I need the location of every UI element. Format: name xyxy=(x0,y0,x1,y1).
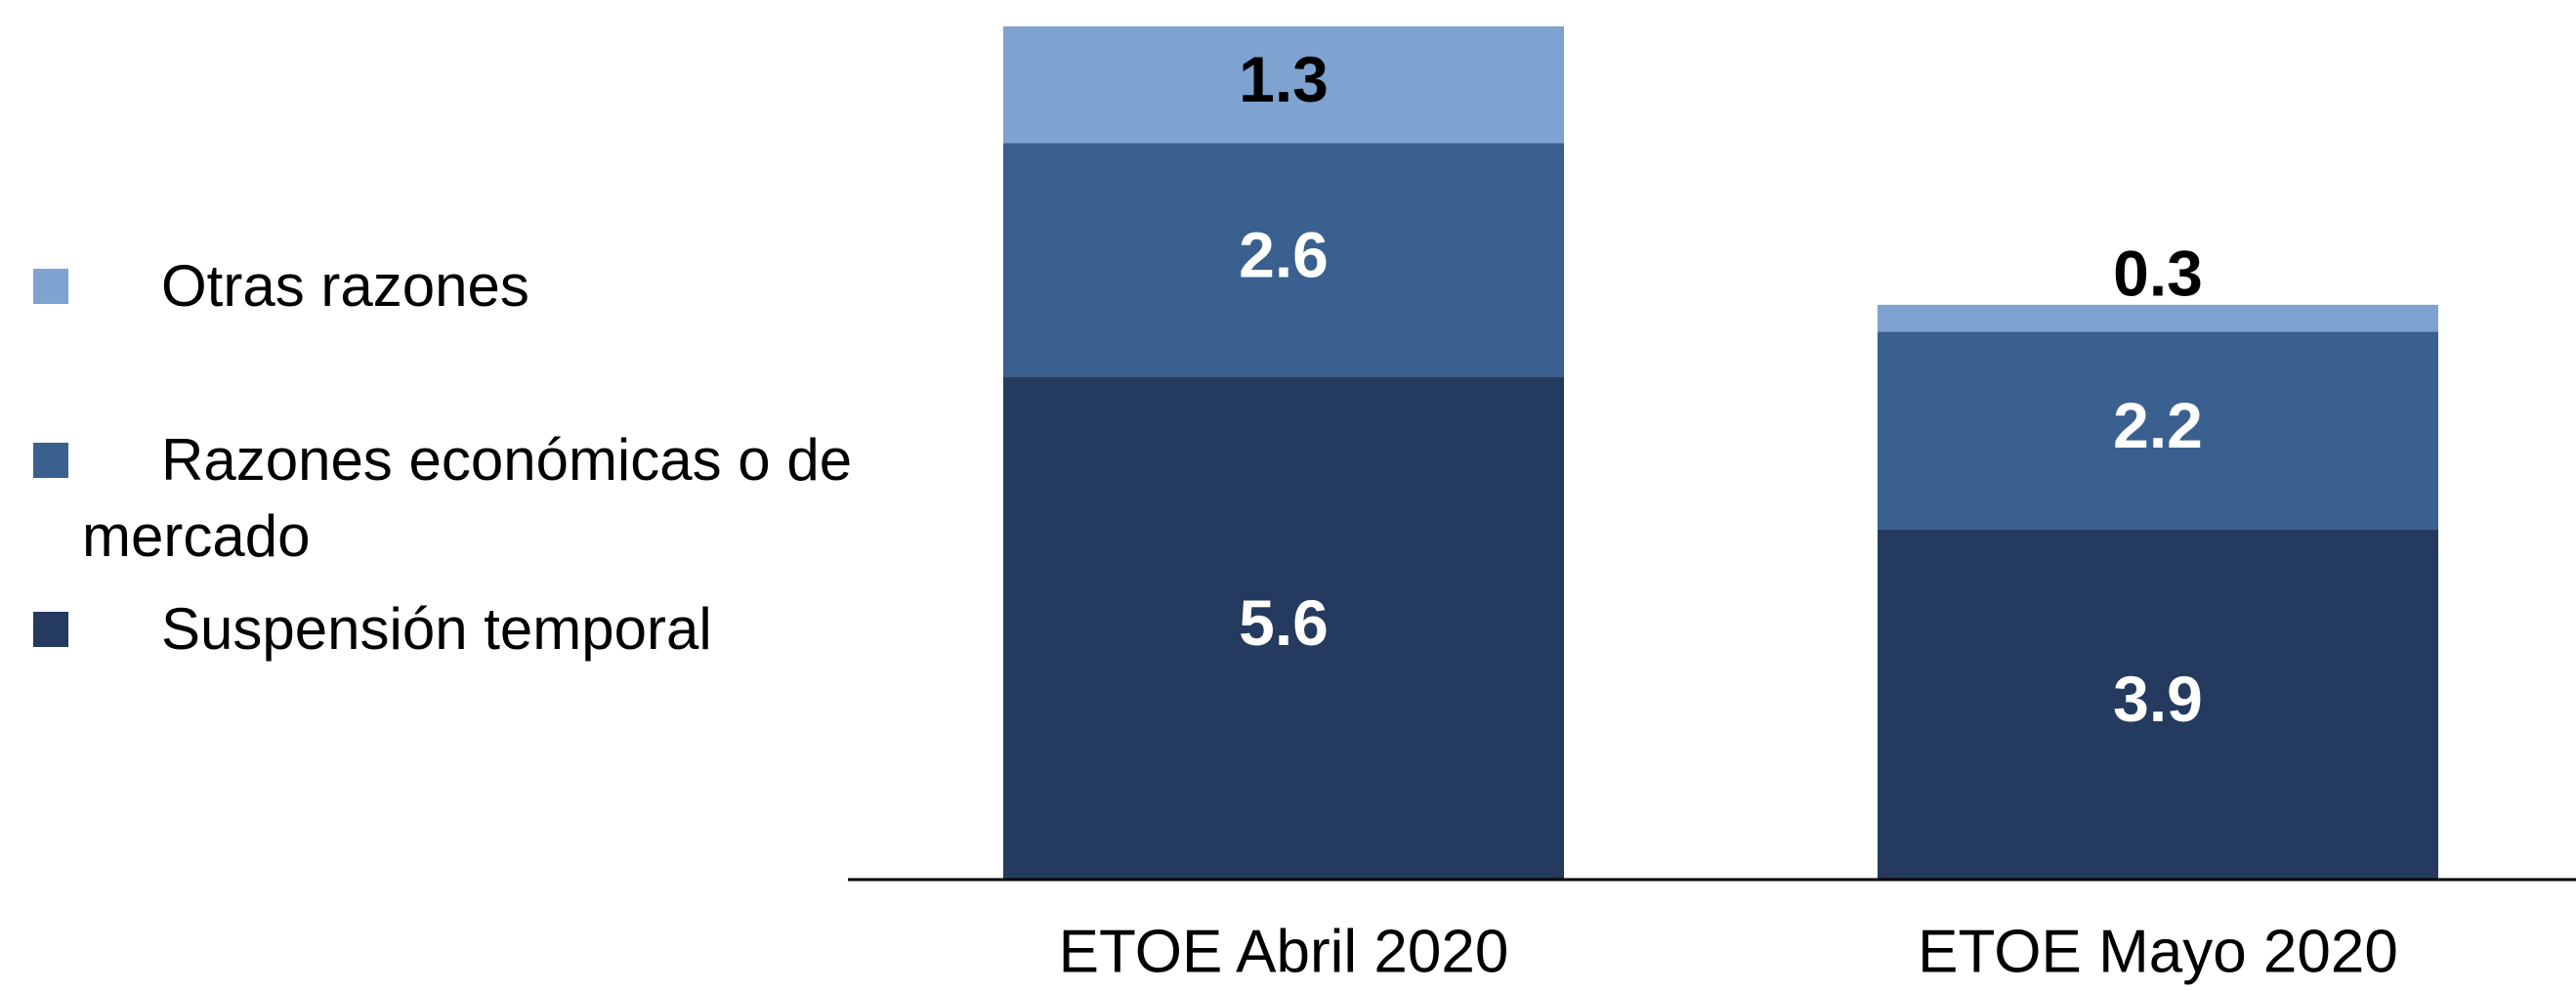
data-label: 3.9 xyxy=(2113,663,2203,735)
legend-swatch xyxy=(33,269,68,304)
bar-segment xyxy=(1878,529,2438,880)
bar-segment xyxy=(1878,331,2438,530)
data-label: 2.2 xyxy=(2113,389,2203,461)
legend-label: Otras razones xyxy=(161,253,529,319)
data-label: 5.6 xyxy=(1239,586,1329,659)
x-tick-label: ETOE Mayo 2020 xyxy=(1918,918,2398,985)
legend-label: Suspensión temporal xyxy=(161,596,712,662)
bar-segment xyxy=(1003,376,1564,880)
legend-swatch xyxy=(33,612,68,647)
data-label: 2.6 xyxy=(1239,218,1329,290)
x-tick-label: ETOE Abril 2020 xyxy=(1059,918,1509,985)
bar-segment xyxy=(1003,26,1564,144)
data-label: 0.3 xyxy=(2113,237,2203,309)
legend-swatch xyxy=(33,443,68,478)
legend-label: Razones económicas o de mercado xyxy=(82,427,853,569)
data-label: 1.3 xyxy=(1239,43,1329,115)
bar-segment xyxy=(1003,143,1564,377)
bar-segment xyxy=(1878,304,2438,332)
